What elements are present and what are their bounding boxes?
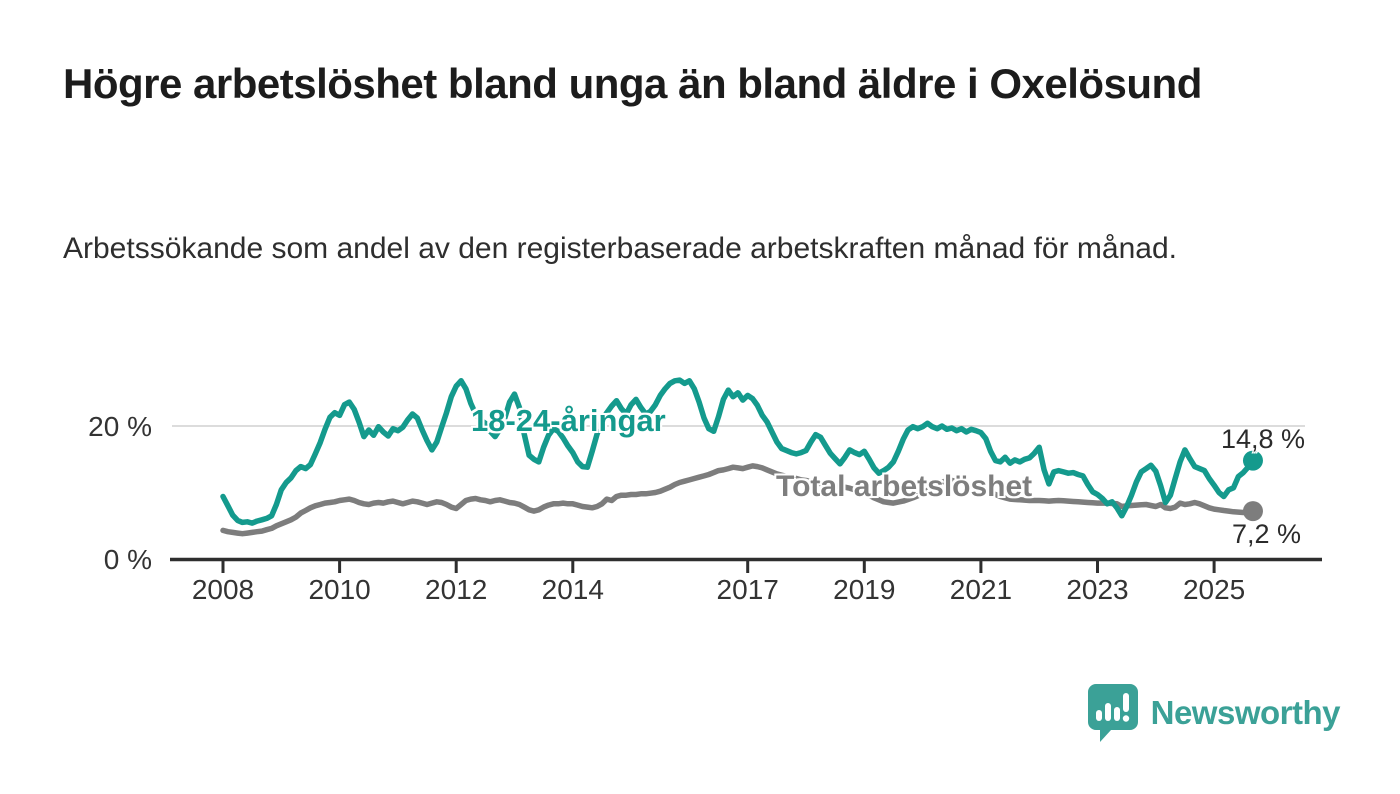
x-tick-label-2012: 2012: [425, 574, 487, 605]
end-value-label-18-24: 14,8 %: [1221, 424, 1306, 454]
x-tick-label-2010: 2010: [308, 574, 370, 605]
page-title: Högre arbetslöshet bland unga än bland ä…: [63, 60, 1202, 107]
x-tick-label-2025: 2025: [1183, 574, 1245, 605]
series-label-total: Total arbetslöshet: [776, 470, 1033, 503]
x-tick-label-2014: 2014: [542, 574, 604, 605]
newsworthy-logo: Newsworthy: [1087, 683, 1341, 743]
y-tick-label-0: 0 %: [104, 544, 152, 575]
chart-subtitle: Arbetssökande som andel av den registerb…: [63, 232, 1177, 265]
x-tick-label-2019: 2019: [833, 574, 895, 605]
x-tick-label-2008: 2008: [192, 574, 254, 605]
x-tick-label-2023: 2023: [1066, 574, 1128, 605]
end-value-label-total: 7,2 %: [1232, 519, 1302, 549]
x-tick-label-2021: 2021: [950, 574, 1012, 605]
y-tick-label-20: 20 %: [88, 411, 152, 442]
series-end-dot-total: [1242, 501, 1263, 522]
series-label-18-24: 18-24-åringar: [471, 403, 666, 438]
logo-wordmark: Newsworthy: [1150, 694, 1341, 731]
series-end-dot-18-24: [1242, 450, 1263, 471]
bar-chart-speech-bubble-icon: [1087, 684, 1138, 742]
series-line-total: [220, 463, 1256, 537]
x-tick-label-2017: 2017: [717, 574, 779, 605]
series-line-18-24: [220, 377, 1256, 526]
